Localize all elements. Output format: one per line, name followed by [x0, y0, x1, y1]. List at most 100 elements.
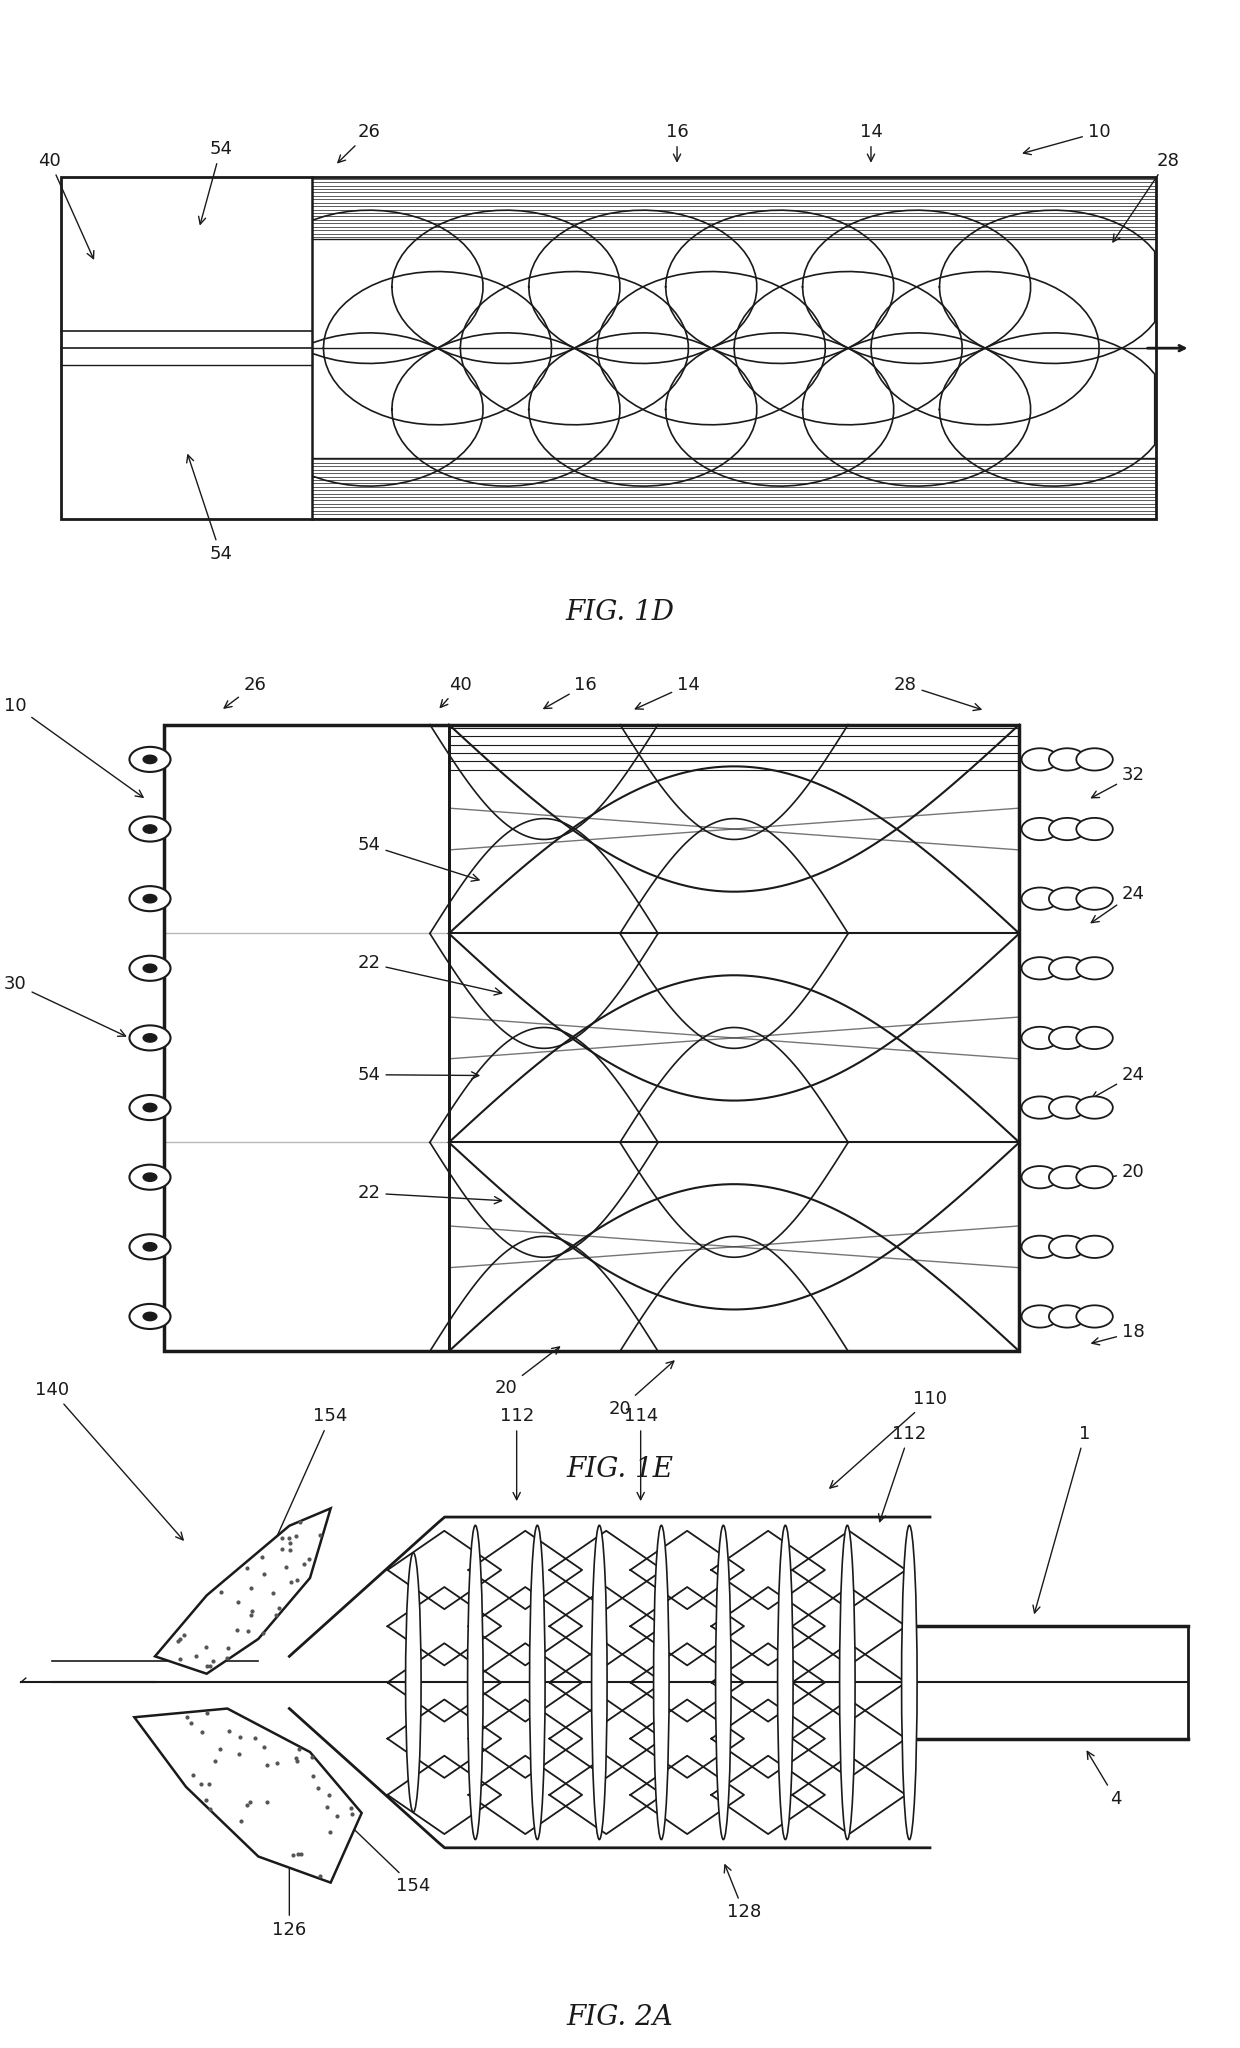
Text: 40: 40	[440, 676, 471, 707]
Circle shape	[129, 956, 171, 981]
Circle shape	[1049, 1165, 1085, 1188]
Text: 16: 16	[666, 123, 688, 162]
Circle shape	[1076, 1026, 1112, 1049]
Circle shape	[1076, 887, 1112, 909]
Circle shape	[1022, 1165, 1058, 1188]
Circle shape	[129, 817, 171, 842]
Circle shape	[143, 895, 156, 903]
Circle shape	[129, 1096, 171, 1120]
Text: 10: 10	[1023, 123, 1111, 154]
Polygon shape	[155, 1507, 331, 1673]
Text: 26: 26	[224, 676, 267, 709]
Polygon shape	[134, 1708, 362, 1882]
Ellipse shape	[715, 1526, 732, 1839]
Ellipse shape	[777, 1526, 794, 1839]
Text: 54: 54	[357, 1065, 479, 1083]
Bar	[312, 240, 1156, 457]
Text: 24: 24	[1091, 885, 1145, 924]
Circle shape	[143, 1243, 156, 1251]
Text: 140: 140	[35, 1380, 184, 1540]
Circle shape	[1022, 1026, 1058, 1049]
Circle shape	[129, 1305, 171, 1329]
Text: 28: 28	[894, 676, 981, 711]
Circle shape	[1022, 1305, 1058, 1327]
Circle shape	[143, 756, 156, 764]
Circle shape	[143, 825, 156, 834]
Ellipse shape	[529, 1526, 546, 1839]
Circle shape	[129, 1165, 171, 1190]
Circle shape	[1049, 1026, 1085, 1049]
Text: 30: 30	[4, 975, 125, 1036]
Bar	[61, 176, 1156, 520]
Circle shape	[143, 1174, 156, 1182]
Circle shape	[1049, 1235, 1085, 1257]
Circle shape	[1022, 956, 1058, 979]
Text: 22: 22	[357, 1184, 502, 1204]
Text: 10: 10	[4, 696, 143, 797]
Circle shape	[1022, 1096, 1058, 1118]
Ellipse shape	[839, 1526, 856, 1839]
Circle shape	[1022, 887, 1058, 909]
Circle shape	[143, 1104, 156, 1112]
Circle shape	[1076, 1305, 1112, 1327]
Circle shape	[143, 1034, 156, 1042]
Circle shape	[1022, 1235, 1058, 1257]
Text: 32: 32	[1091, 766, 1145, 799]
Text: 1: 1	[1033, 1425, 1091, 1614]
Text: 154: 154	[314, 1790, 430, 1894]
Circle shape	[129, 748, 171, 772]
Circle shape	[1076, 1096, 1112, 1118]
Text: 126: 126	[273, 1843, 306, 1939]
Circle shape	[129, 1235, 171, 1260]
Text: 54: 54	[357, 836, 479, 881]
Text: 28: 28	[1114, 152, 1179, 242]
Circle shape	[143, 965, 156, 973]
Text: FIG. 1E: FIG. 1E	[567, 1456, 673, 1483]
Text: 20: 20	[1092, 1163, 1145, 1184]
Circle shape	[1049, 748, 1085, 770]
Circle shape	[1076, 748, 1112, 770]
Circle shape	[143, 1313, 156, 1321]
Ellipse shape	[901, 1526, 918, 1839]
Text: 20: 20	[495, 1348, 559, 1397]
Ellipse shape	[591, 1526, 608, 1839]
Circle shape	[1076, 956, 1112, 979]
Text: 112: 112	[500, 1407, 533, 1499]
Text: 24: 24	[1091, 1065, 1145, 1098]
Circle shape	[1049, 817, 1085, 840]
Text: 154: 154	[259, 1407, 348, 1575]
Text: 22: 22	[357, 954, 502, 995]
Circle shape	[1022, 748, 1058, 770]
Text: 114: 114	[624, 1407, 657, 1499]
Text: 14: 14	[859, 123, 883, 162]
Text: 16: 16	[544, 676, 598, 709]
Circle shape	[1049, 1096, 1085, 1118]
Circle shape	[129, 887, 171, 911]
Bar	[164, 725, 449, 1352]
Ellipse shape	[405, 1552, 422, 1812]
Ellipse shape	[653, 1526, 670, 1839]
Text: 54: 54	[198, 139, 232, 223]
Text: 14: 14	[635, 676, 699, 709]
Circle shape	[1049, 1305, 1085, 1327]
Text: 20: 20	[609, 1362, 673, 1417]
Circle shape	[129, 1026, 171, 1051]
Text: 40: 40	[38, 152, 94, 258]
Circle shape	[1076, 817, 1112, 840]
Circle shape	[1049, 956, 1085, 979]
Text: 26: 26	[337, 123, 381, 162]
Circle shape	[1076, 1235, 1112, 1257]
Text: 4: 4	[1087, 1751, 1122, 1808]
Text: FIG. 2A: FIG. 2A	[567, 2003, 673, 2032]
Text: 112: 112	[879, 1425, 926, 1522]
Bar	[164, 725, 1019, 1352]
Text: 110: 110	[830, 1391, 947, 1489]
Bar	[61, 176, 312, 520]
Ellipse shape	[467, 1526, 484, 1839]
Circle shape	[1022, 817, 1058, 840]
Circle shape	[1076, 1165, 1112, 1188]
Bar	[449, 725, 1019, 1352]
Text: 54: 54	[187, 455, 232, 563]
Text: 128: 128	[724, 1866, 761, 1921]
Circle shape	[1049, 887, 1085, 909]
